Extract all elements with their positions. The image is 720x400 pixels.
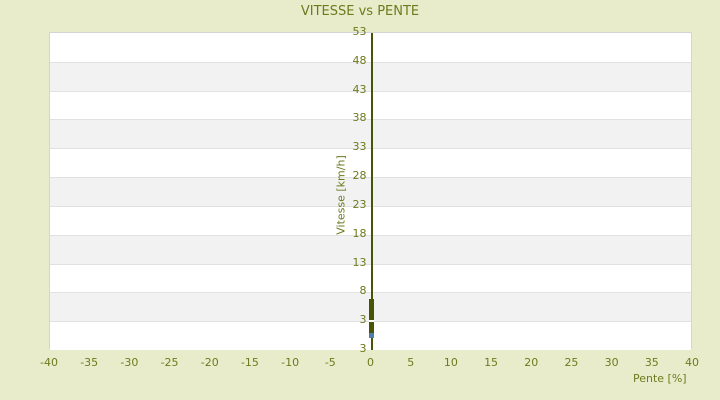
- x-tick-label: -15: [240, 356, 259, 369]
- y-tick-label: 33: [352, 140, 367, 154]
- x-tick-label: -20: [200, 356, 219, 369]
- y-tick-label: 43: [352, 82, 367, 96]
- y-tick-label: 18: [352, 226, 367, 240]
- y-tick-label: 53: [352, 25, 367, 38]
- x-tick-label: 10: [443, 356, 458, 369]
- y-axis-title: Vitesse [km/h]: [334, 155, 348, 235]
- y-axis-line: [370, 33, 373, 350]
- y-tick-label: 8: [359, 284, 367, 298]
- y-tick-label: 38: [352, 111, 367, 125]
- x-tick-label: 40: [685, 356, 699, 369]
- x-tick-label: 20: [524, 356, 539, 369]
- x-tick-label: -5: [324, 356, 336, 369]
- x-tick-label: 15: [484, 356, 499, 369]
- y-tick-label: 3: [359, 313, 367, 327]
- y-tick-label: 28: [352, 169, 367, 183]
- plot-area: [49, 32, 692, 350]
- highlighted-data-point[interactable]: [369, 333, 374, 339]
- x-tick-label: -30: [120, 356, 139, 369]
- x-tick-label: 5: [407, 356, 415, 369]
- axis-tick-notch: [369, 320, 374, 323]
- y-tick-label: 48: [352, 53, 367, 67]
- x-tick-label: -25: [160, 356, 179, 369]
- y-tick-label: 13: [352, 255, 367, 269]
- chart-title: VITESSE vs PENTE: [300, 4, 420, 19]
- y-axis-bottom-label: 3: [359, 342, 367, 355]
- x-tick-label: 25: [564, 356, 579, 369]
- x-tick-label: 35: [644, 356, 659, 369]
- x-axis-title: Pente [%]: [633, 372, 687, 385]
- x-tick-label: 30: [604, 356, 619, 369]
- x-tick-label: -35: [80, 356, 99, 369]
- x-tick-label: 0: [367, 356, 374, 369]
- x-tick-label: -10: [281, 356, 300, 369]
- x-tick-label: -40: [40, 356, 58, 369]
- y-tick-label: 23: [352, 197, 367, 211]
